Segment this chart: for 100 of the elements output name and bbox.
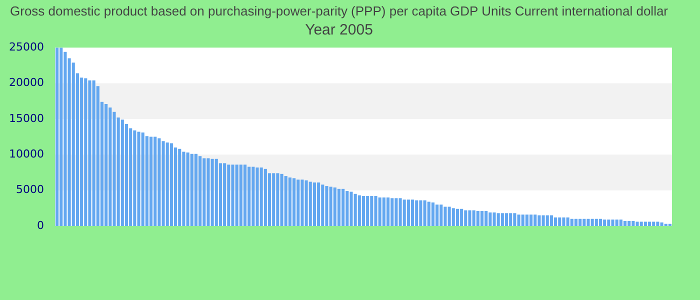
bar [636,222,639,226]
bar [566,217,570,226]
y-tick-label: 0 [36,218,44,232]
bar [312,182,316,226]
bar [611,220,614,226]
bar [206,158,210,226]
bar [284,176,288,226]
bar [394,198,398,226]
bar [362,196,366,226]
bar [162,141,165,226]
bar [304,180,308,226]
bar [276,173,280,226]
bar [300,180,304,226]
bar [260,167,263,226]
bar [619,220,622,226]
bar [129,128,132,226]
bar [558,217,562,226]
bar [448,206,451,226]
bar [632,221,635,226]
bar [504,213,508,226]
bar [149,136,153,226]
bar [358,195,361,226]
bar [456,208,460,226]
bar [623,221,627,226]
bar [652,222,656,226]
bar [137,132,140,226]
bar [84,78,88,226]
bar [423,200,426,226]
bar [550,215,553,226]
bar [476,211,480,226]
bar [178,148,182,226]
bar [325,186,328,226]
bar [444,206,447,226]
bar [190,154,194,226]
bar [64,52,67,226]
bar [329,186,332,226]
bar [440,204,443,226]
bar [346,191,349,226]
bar [210,158,214,226]
bar [521,214,524,226]
bar [170,143,173,226]
bar [488,212,492,226]
bar [133,130,136,226]
bar [252,166,255,226]
bar [239,164,242,226]
chart-subtitle: Year 2005 [305,22,373,39]
bar [492,212,496,226]
bar [317,182,320,226]
bar [112,112,116,226]
bar [427,202,430,226]
bar [272,173,276,226]
bar [296,180,300,226]
bar [288,177,292,226]
bar [231,164,234,226]
bar [517,214,520,226]
bar [525,214,528,226]
bar [598,218,602,226]
bar [570,218,574,226]
bar [186,152,190,226]
bar [398,198,402,226]
bar [402,200,406,226]
bar [386,197,390,226]
bar [80,78,84,226]
bar [56,48,59,226]
bar [513,213,516,226]
bar [529,214,533,226]
bar [578,218,582,226]
bar [88,80,92,226]
bar [574,218,578,226]
bar [370,196,374,226]
bar [145,136,148,226]
bar [484,211,488,226]
bar [436,204,439,226]
bar [198,156,202,226]
bar [268,173,272,226]
bar [92,80,96,226]
bar [500,213,504,226]
bar [337,188,341,226]
bar [182,152,186,226]
bar [644,222,647,226]
bar [562,217,566,226]
bar [227,164,230,226]
bar [378,197,382,226]
bar [648,222,652,226]
bar [124,124,128,226]
bar [534,214,537,226]
bar [546,215,549,226]
bar [464,210,468,226]
y-tick-label: 15000 [8,112,44,125]
chart-title: Gross domestic product based on purchasing-power-parity (PPP) per capita GDP Units Current international dollar [10,3,669,18]
y-tick-label: 10000 [8,148,44,160]
bar [108,108,112,226]
y-tick-label: 5000 [16,183,44,196]
bar [460,208,464,226]
bar [202,158,206,226]
bar [223,163,226,226]
bar [582,218,586,226]
bar [390,198,394,226]
bar [607,220,610,226]
bar [280,174,284,226]
